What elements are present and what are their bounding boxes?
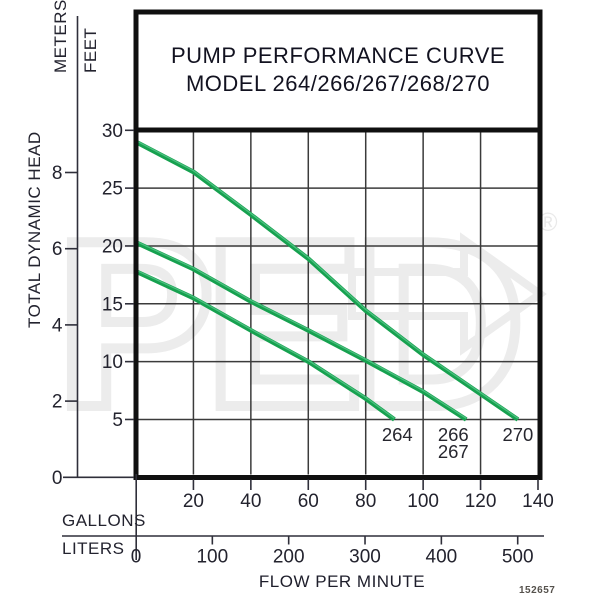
meters-tick-label: 8 bbox=[52, 163, 63, 184]
curve-label-266-267: 266 bbox=[438, 424, 469, 445]
feet-tick-label: 10 bbox=[102, 352, 123, 373]
feet-tick-label: 5 bbox=[112, 410, 123, 431]
curve-highlight-270 bbox=[135, 140, 519, 419]
curve-label-264: 264 bbox=[382, 424, 413, 445]
part-number: 152657 bbox=[519, 585, 556, 596]
feet-tick-label: 25 bbox=[102, 179, 123, 200]
curve-266-267 bbox=[135, 240, 468, 422]
gallons-tick-label: 60 bbox=[298, 491, 319, 512]
liters-tick-label: 100 bbox=[196, 547, 228, 568]
watermark-text: PED bbox=[56, 192, 515, 457]
liters-axis-label: LITERS bbox=[62, 539, 125, 558]
gallons-axis-label: GALLONS bbox=[62, 511, 146, 530]
gallons-tick-label: 140 bbox=[522, 491, 554, 512]
gallons-tick-label: 20 bbox=[183, 491, 204, 512]
liters-tick-label: 200 bbox=[273, 547, 305, 568]
brand-watermark: PED ® bbox=[51, 187, 558, 462]
curve-label-266-267: 267 bbox=[438, 441, 469, 462]
gallons-tick-label: 120 bbox=[465, 491, 497, 512]
registered-trademark-icon: ® bbox=[538, 207, 557, 237]
meters-axis-label: METERS bbox=[51, 0, 70, 73]
feet-tick-label: 30 bbox=[102, 121, 123, 142]
feet-tick-label: 20 bbox=[102, 236, 123, 257]
gallons-tick-label: 100 bbox=[407, 491, 439, 512]
meters-tick-label: 6 bbox=[52, 239, 63, 260]
liters-tick-label: 500 bbox=[502, 547, 534, 568]
x-axis-title: FLOW PER MINUTE bbox=[258, 572, 426, 591]
y-axis-title: TOTAL DYNAMIC HEAD bbox=[25, 131, 44, 328]
curve-264 bbox=[135, 269, 396, 422]
feet-tick-label: 15 bbox=[102, 294, 123, 315]
gallons-tick-label: 40 bbox=[240, 491, 261, 512]
chart-title: PUMP PERFORMANCE CURVE bbox=[170, 43, 506, 68]
liters-tick-label: 0 bbox=[131, 547, 142, 568]
curve-label-270: 270 bbox=[502, 424, 533, 445]
liters-tick-label: 400 bbox=[426, 547, 458, 568]
curve-highlight-264 bbox=[135, 269, 395, 419]
liters-tick-label: 300 bbox=[349, 547, 381, 568]
curve-270 bbox=[134, 139, 520, 422]
meters-tick-label: 4 bbox=[52, 315, 63, 336]
gallons-tick-label: 80 bbox=[355, 491, 376, 512]
meters-tick-label: 2 bbox=[52, 392, 63, 413]
meters-tick-label: 0 bbox=[52, 468, 63, 489]
axis-ticks bbox=[63, 129, 539, 545]
feet-axis-label: FEET bbox=[81, 27, 100, 73]
outer-border bbox=[133, 9, 543, 480]
curve-highlight-266-267 bbox=[135, 240, 467, 419]
chart-subtitle: MODEL 264/266/267/268/270 bbox=[185, 71, 490, 96]
